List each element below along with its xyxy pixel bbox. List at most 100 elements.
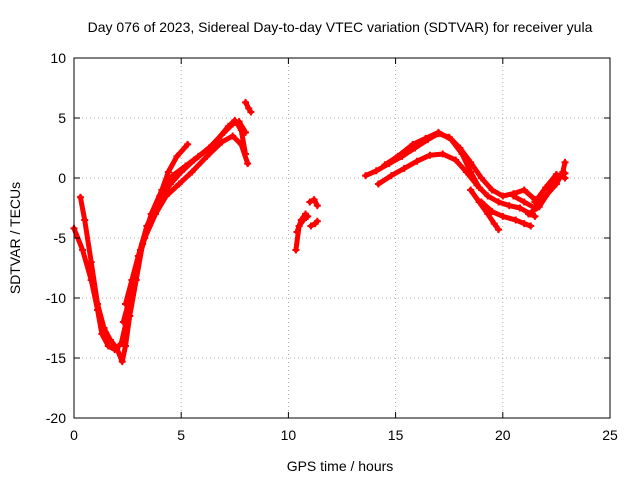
data-point bbox=[313, 202, 321, 210]
series-arc-b bbox=[76, 116, 250, 366]
data-point bbox=[458, 150, 466, 158]
x-tick-labels: 0 5 10 15 20 25 bbox=[70, 427, 618, 443]
y-tick-labels: -20 -15 -10 -5 0 5 10 bbox=[46, 50, 66, 426]
data-point bbox=[409, 140, 417, 148]
y-tick-label: 0 bbox=[58, 170, 66, 186]
series-arc-d bbox=[121, 118, 250, 308]
y-tick-label: -10 bbox=[46, 290, 66, 306]
data-point bbox=[495, 226, 503, 234]
data-point bbox=[499, 212, 507, 220]
data-point bbox=[203, 152, 211, 160]
series-line bbox=[363, 131, 538, 203]
data-point bbox=[164, 168, 172, 176]
data-point bbox=[237, 140, 245, 148]
data-point bbox=[98, 330, 106, 338]
data-point bbox=[535, 203, 543, 211]
data-point bbox=[81, 216, 89, 224]
data-point bbox=[490, 220, 498, 228]
series-arc-l bbox=[381, 128, 483, 192]
data-point bbox=[527, 222, 535, 230]
data-point bbox=[247, 108, 255, 116]
y-tick-label: -20 bbox=[46, 410, 66, 426]
data-point bbox=[531, 212, 539, 220]
y-tick-label: -5 bbox=[54, 230, 67, 246]
data-point bbox=[552, 170, 560, 178]
data-point bbox=[104, 342, 112, 350]
data-point bbox=[293, 228, 301, 236]
data-point bbox=[452, 156, 460, 164]
series-arc-q bbox=[531, 170, 569, 206]
series-arc-c bbox=[119, 132, 252, 326]
data-point bbox=[475, 184, 483, 192]
data-point bbox=[434, 128, 442, 136]
data-point bbox=[546, 186, 554, 194]
data-point bbox=[76, 193, 84, 201]
data-point bbox=[467, 168, 475, 176]
x-tick-label: 0 bbox=[70, 427, 78, 443]
data-point bbox=[484, 192, 492, 200]
data-point bbox=[87, 258, 95, 266]
y-tick-label: -15 bbox=[46, 350, 66, 366]
data-point bbox=[520, 220, 528, 228]
data-point bbox=[302, 210, 310, 218]
series-line bbox=[375, 151, 538, 219]
grid bbox=[74, 58, 610, 418]
data-point bbox=[495, 198, 503, 206]
data-point bbox=[488, 186, 496, 194]
y-axis-label: SDTVAR / TECUs bbox=[7, 182, 23, 294]
data-point bbox=[516, 204, 524, 212]
x-tick-label: 15 bbox=[388, 427, 404, 443]
x-tick-label: 20 bbox=[495, 427, 511, 443]
data-point bbox=[447, 136, 455, 144]
data-point bbox=[313, 217, 321, 225]
data-point bbox=[467, 186, 475, 194]
data-point bbox=[119, 318, 127, 326]
data-point bbox=[542, 184, 550, 192]
series-arc-m bbox=[467, 186, 503, 234]
data-point bbox=[422, 134, 430, 142]
data-point bbox=[229, 120, 237, 128]
data-point bbox=[173, 152, 181, 160]
data-point bbox=[128, 276, 136, 284]
data-point bbox=[175, 180, 183, 188]
series-arc-h bbox=[306, 196, 321, 210]
data-series bbox=[70, 98, 569, 366]
data-point bbox=[244, 160, 252, 168]
data-point bbox=[372, 167, 380, 175]
series-arc-e bbox=[242, 98, 255, 116]
data-point bbox=[177, 168, 185, 176]
data-point bbox=[400, 164, 408, 172]
data-point bbox=[310, 196, 318, 204]
data-point bbox=[188, 168, 196, 176]
data-point bbox=[166, 180, 174, 188]
x-tick-label: 5 bbox=[177, 427, 185, 443]
data-point bbox=[121, 342, 129, 350]
data-point bbox=[121, 300, 129, 308]
data-point bbox=[394, 152, 402, 160]
data-point bbox=[118, 358, 126, 366]
data-point bbox=[205, 144, 213, 152]
data-point bbox=[154, 198, 162, 206]
data-point bbox=[100, 324, 108, 332]
data-point bbox=[235, 118, 243, 126]
data-point bbox=[143, 222, 151, 230]
data-point bbox=[512, 216, 520, 224]
x-tick-label: 10 bbox=[281, 427, 297, 443]
series-line bbox=[532, 171, 568, 205]
data-point bbox=[484, 210, 492, 218]
data-point bbox=[218, 138, 226, 146]
axis-ticks bbox=[73, 57, 611, 419]
series-arc-k bbox=[374, 150, 539, 220]
data-point bbox=[477, 198, 485, 206]
series-arc-n bbox=[477, 198, 535, 230]
data-point bbox=[439, 150, 447, 158]
data-point bbox=[561, 174, 569, 182]
data-point bbox=[245, 104, 253, 112]
data-point bbox=[190, 156, 198, 164]
data-point bbox=[292, 246, 300, 254]
data-point bbox=[113, 344, 121, 352]
data-point bbox=[184, 140, 192, 148]
data-point bbox=[297, 216, 305, 224]
data-point bbox=[387, 172, 395, 180]
